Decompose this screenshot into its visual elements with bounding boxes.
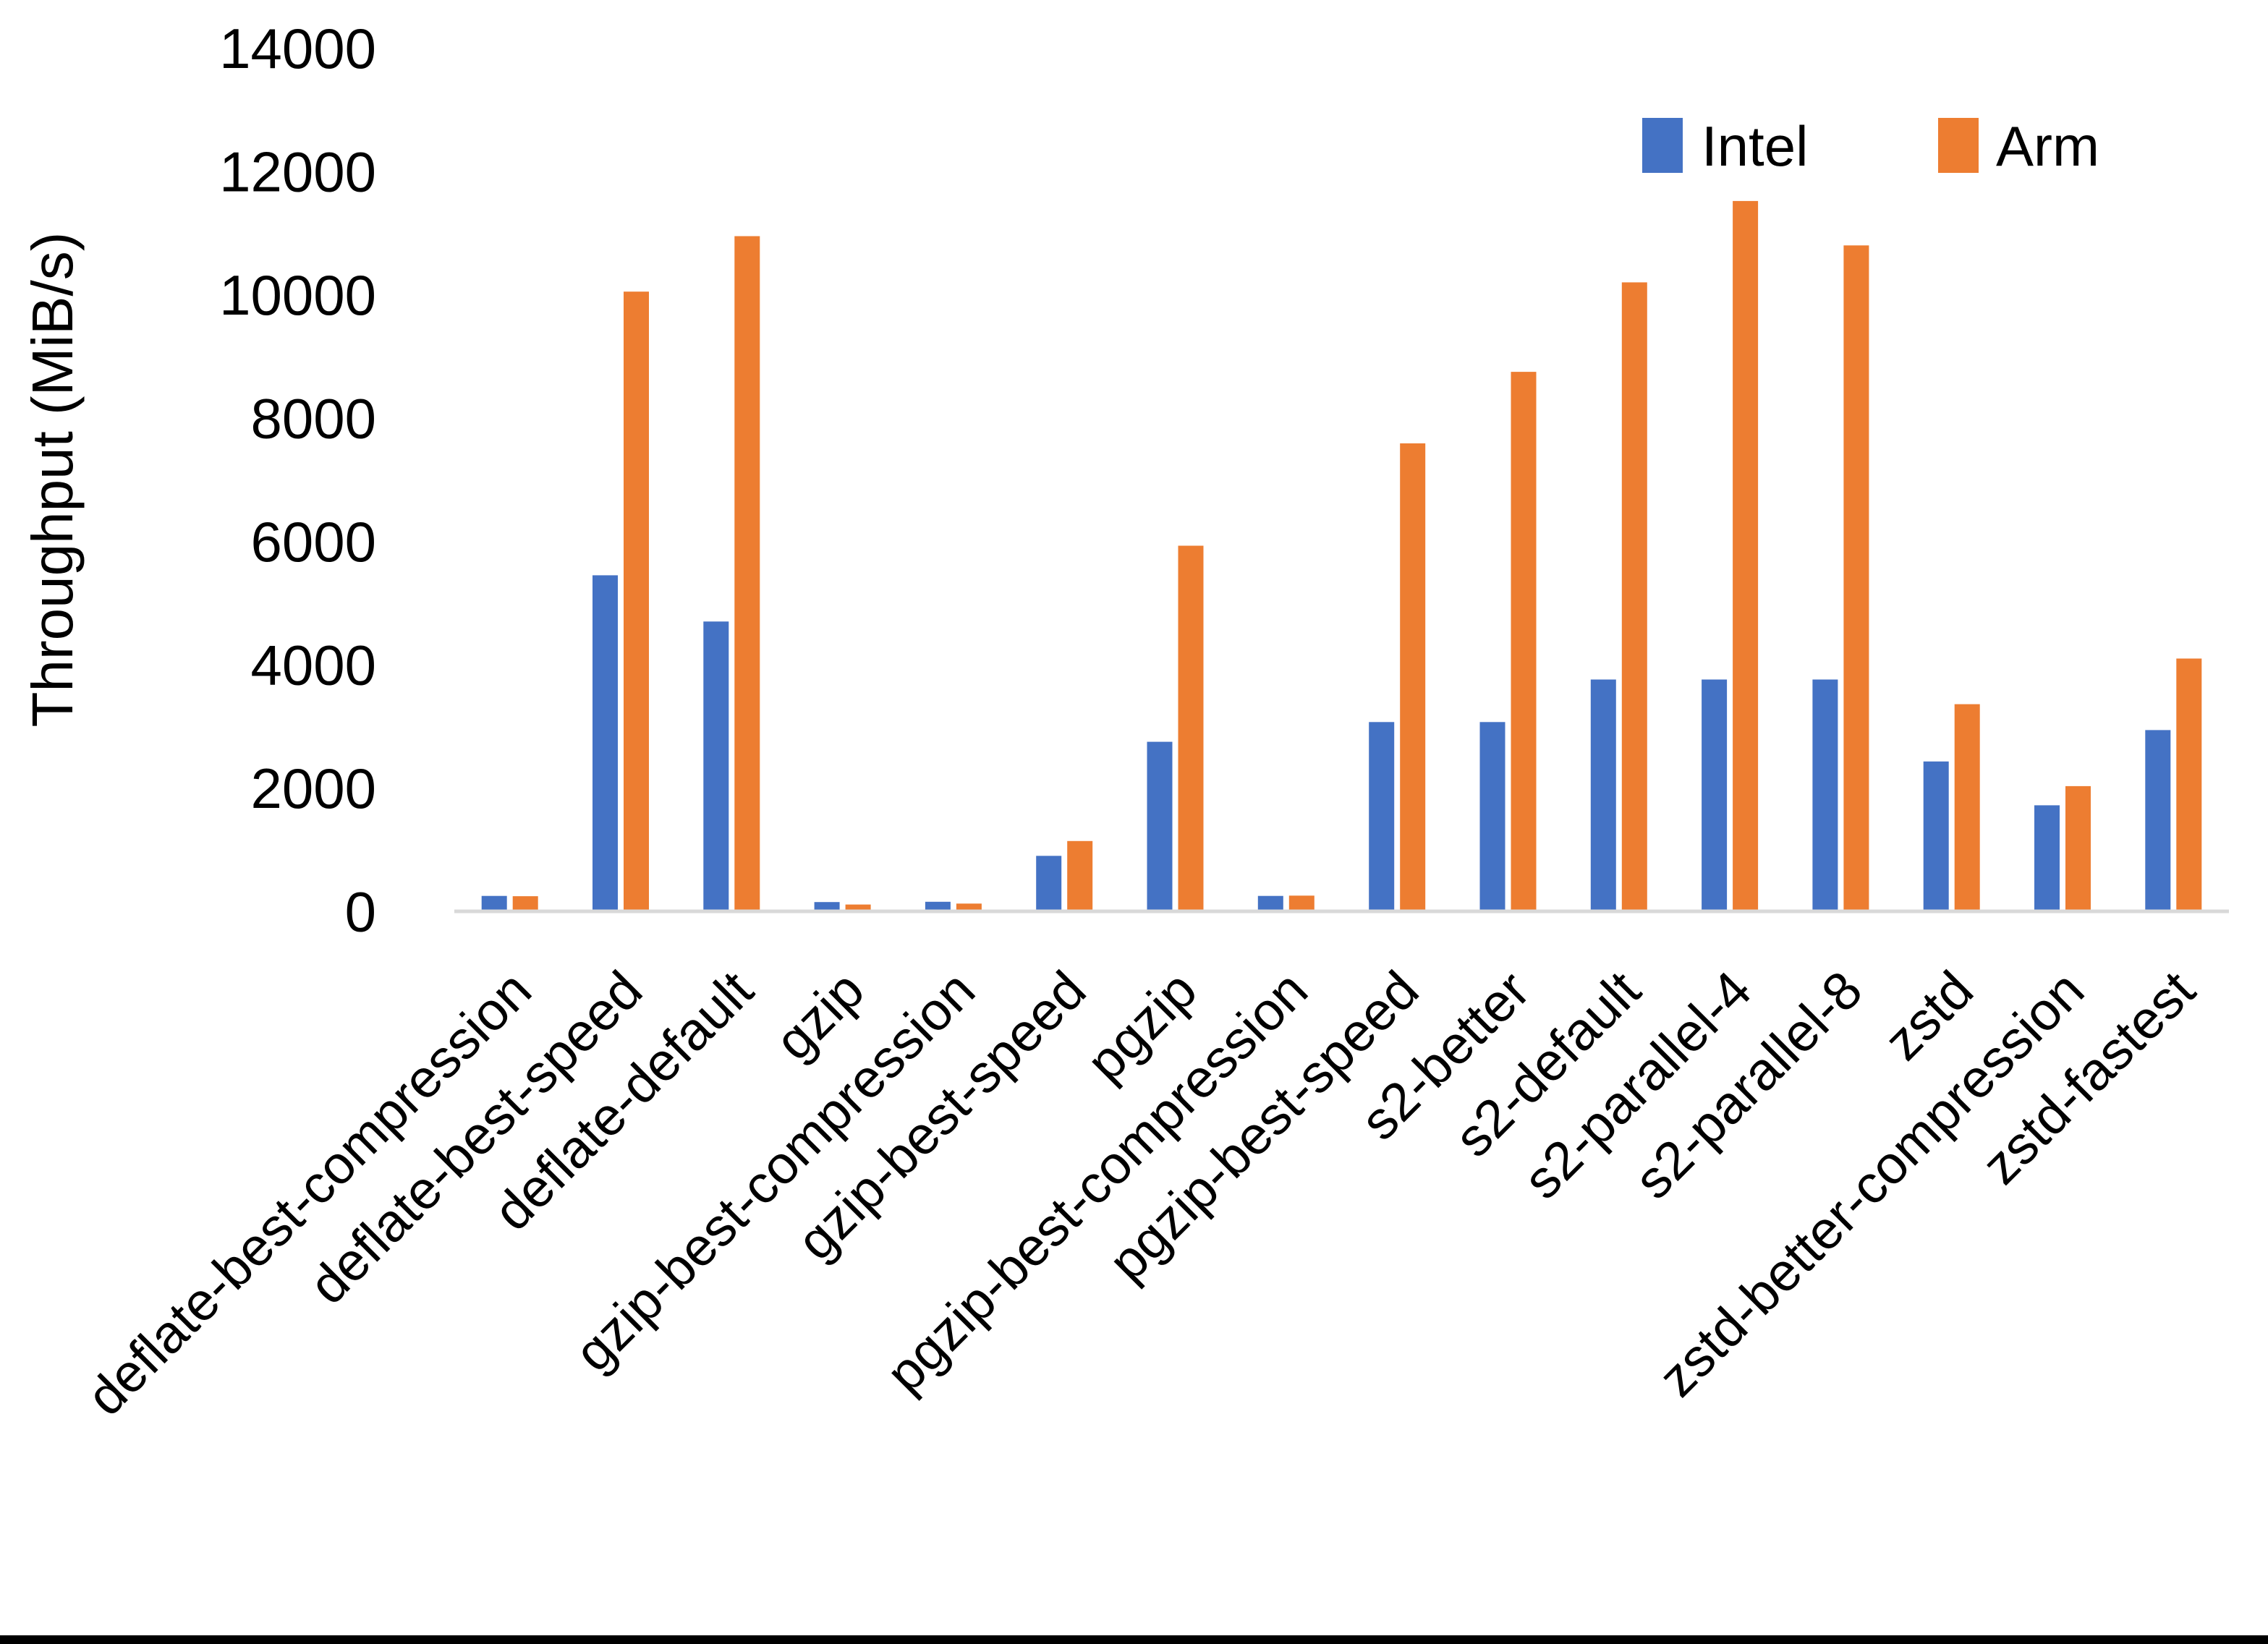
bar-intel-s2-better: [1479, 722, 1505, 911]
bar-arm-zstd-fastest: [2176, 658, 2202, 911]
bar-intel-zstd: [1923, 761, 1949, 911]
bar-intel-gzip-best-speed: [1036, 856, 1062, 911]
y-tick-label: 10000: [219, 263, 376, 327]
bar-arm-s2-default: [1621, 282, 1647, 911]
bar-intel-deflate-default: [703, 621, 729, 911]
bar-arm-s2-parallel-8: [1843, 245, 1869, 911]
bar-intel-zstd-better-compression: [2034, 805, 2060, 911]
bar-intel-s2-default: [1590, 679, 1616, 911]
y-tick-label: 12000: [219, 140, 376, 203]
legend: Intel Arm: [1642, 114, 2099, 178]
bar-intel-pgzip-best-compression: [1257, 895, 1283, 911]
y-tick-label: 8000: [250, 386, 376, 450]
bar-intel-gzip: [814, 902, 840, 911]
legend-swatch-intel: [1642, 118, 1683, 173]
bar-series-group: [481, 200, 2202, 911]
x-category-label: deflate-best-compression: [75, 960, 543, 1427]
bar-intel-s2-parallel-4: [1702, 679, 1728, 911]
bar-arm-deflate-best-compression: [512, 896, 538, 911]
y-tick-label: 2000: [250, 757, 376, 820]
legend-label-intel: Intel: [1702, 114, 1808, 178]
bar-intel-gzip-best-compression: [925, 901, 951, 911]
y-tick-label: 14000: [219, 17, 376, 80]
bar-intel-s2-parallel-8: [1812, 679, 1838, 911]
bar-arm-zstd-better-compression: [2065, 785, 2091, 911]
bar-arm-s2-parallel-4: [1733, 200, 1759, 911]
bar-arm-deflate-default: [734, 236, 760, 911]
y-tick-label: 0: [345, 880, 376, 943]
bar-intel-pgzip-best-speed: [1369, 722, 1395, 911]
bar-arm-gzip-best-compression: [956, 903, 982, 911]
y-axis-tick-labels: 0 2000 4000 6000 8000 10000 12000 14000: [219, 17, 376, 944]
y-tick-label: 6000: [250, 510, 376, 574]
bar-arm-gzip-best-speed: [1067, 840, 1093, 911]
bar-intel-pgzip: [1147, 741, 1173, 911]
legend-label-arm: Arm: [1996, 114, 2099, 178]
legend-swatch-arm: [1938, 118, 1979, 173]
bar-arm-deflate-best-speed: [624, 291, 649, 911]
bar-arm-zstd: [1954, 704, 1980, 911]
x-axis-category-labels: deflate-best-compressiondeflate-best-spe…: [75, 959, 2207, 1426]
bar-arm-pgzip-best-speed: [1400, 443, 1426, 911]
y-tick-label: 4000: [250, 633, 376, 697]
bar-arm-s2-better: [1511, 372, 1537, 911]
bar-intel-deflate-best-speed: [593, 575, 618, 911]
bar-arm-pgzip-best-compression: [1288, 895, 1314, 911]
bar-intel-deflate-best-compression: [481, 895, 507, 911]
bottom-border-strip: [0, 1635, 2268, 1644]
bar-arm-gzip: [845, 904, 871, 911]
bar-intel-zstd-fastest: [2145, 730, 2171, 911]
bar-arm-pgzip: [1178, 545, 1204, 911]
y-axis-title: Throughput (MiB/s): [20, 232, 85, 728]
